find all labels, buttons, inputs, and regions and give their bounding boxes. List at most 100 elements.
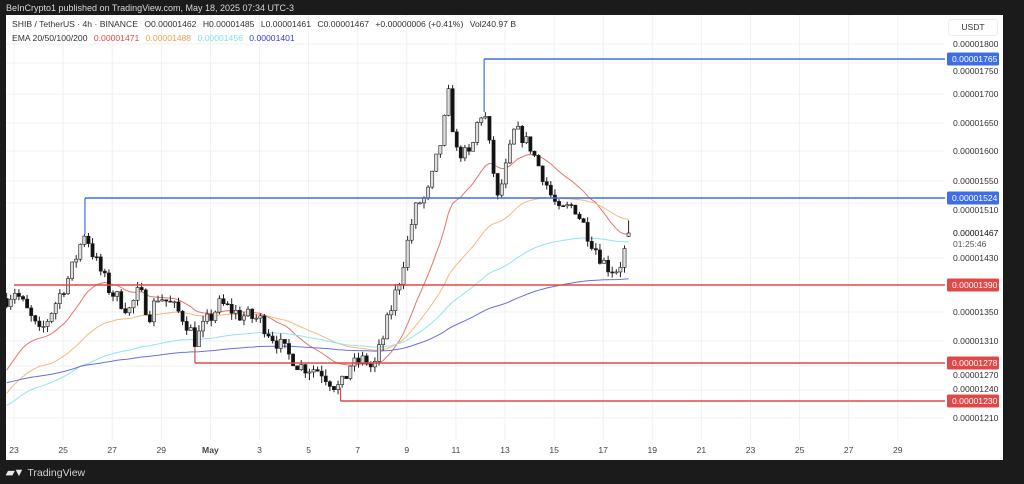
tradingview-logo-icon: ▰▼ <box>6 467 24 479</box>
brand-name: TradingView <box>27 467 86 479</box>
candle-body <box>532 150 537 156</box>
candle <box>593 243 598 255</box>
currency-button[interactable]: USDT <box>948 19 998 36</box>
candle-body <box>512 128 516 145</box>
level-price-tag <box>947 394 999 408</box>
candle <box>618 262 623 278</box>
symbol-title[interactable]: SHIB / TetherUS · 4h · BINANCE <box>12 19 138 29</box>
grid <box>6 15 945 440</box>
candle-body <box>74 258 79 263</box>
candle <box>540 165 545 186</box>
candle <box>152 298 156 327</box>
last-price-label: 0.00001467 <box>953 228 999 238</box>
candle <box>12 288 17 304</box>
time-axis-label: 25 <box>795 445 805 455</box>
candle <box>622 245 627 273</box>
candle-body <box>548 184 553 196</box>
candle <box>323 369 328 386</box>
candle <box>102 268 107 278</box>
candle <box>246 306 250 318</box>
candle-body <box>45 321 50 327</box>
candle-body <box>274 340 279 349</box>
time-axis-label: May <box>202 445 219 455</box>
candle-body <box>29 307 34 316</box>
ema50-value: 0.00001488 <box>145 33 192 43</box>
candle <box>409 219 414 244</box>
price-axis-label: 0.00001310 <box>953 336 999 346</box>
candle-body <box>70 261 75 279</box>
candle-body <box>618 267 623 273</box>
candle-body <box>98 256 103 272</box>
candle <box>614 269 619 275</box>
candle <box>188 324 193 331</box>
candle-body <box>53 303 58 314</box>
candle-body <box>409 224 414 241</box>
high-value: H0.00001485 <box>202 19 255 29</box>
level-resistance <box>483 58 945 113</box>
chart-legend: SHIB / TetherUS · 4h · BINANCE O0.000014… <box>12 17 520 45</box>
candle <box>295 365 300 371</box>
candle-body <box>287 343 291 355</box>
candle <box>139 282 144 292</box>
candle <box>434 153 439 172</box>
candle <box>156 295 160 303</box>
ema-label[interactable]: EMA 20/50/100/200 <box>12 33 88 43</box>
candle-body <box>463 147 467 159</box>
ema50-line <box>6 197 629 394</box>
price-axis-label: 0.00001510 <box>953 205 999 215</box>
level-price-tag-text: 0.00001524 <box>952 193 998 203</box>
candle <box>33 314 38 325</box>
candle <box>98 253 103 276</box>
candle-body <box>446 88 451 116</box>
candle-body <box>164 299 169 302</box>
candle <box>438 145 443 158</box>
candle-body <box>524 136 529 143</box>
candle <box>111 290 115 302</box>
candle <box>242 312 246 326</box>
candle-body <box>327 381 332 387</box>
price-axis-label: 0.00001600 <box>953 146 999 156</box>
candle-body <box>454 131 459 148</box>
candle <box>319 365 324 384</box>
candle-body <box>180 310 185 322</box>
candle-body <box>467 147 471 152</box>
candle <box>62 291 66 298</box>
candle-body <box>111 292 115 297</box>
candle <box>164 299 169 307</box>
candle-body <box>377 344 381 362</box>
candle <box>467 144 471 156</box>
candle-body <box>139 287 144 291</box>
candle <box>78 243 83 262</box>
price-axis-label: 0.00001800 <box>953 39 999 49</box>
time-axis-label: 15 <box>549 445 559 455</box>
candle-body <box>303 364 308 374</box>
candle <box>90 238 95 260</box>
candle-body <box>585 222 590 242</box>
candle <box>499 179 504 198</box>
candle <box>389 305 394 320</box>
candle <box>127 306 132 316</box>
candle-body <box>413 202 418 225</box>
candle <box>503 158 508 189</box>
candle-body <box>192 327 197 347</box>
candle-body <box>311 369 316 373</box>
candle <box>581 217 586 223</box>
candle <box>107 269 111 295</box>
change-value: +0.00000006 (+0.41%) <box>375 19 464 29</box>
candle <box>299 360 304 372</box>
time-axis-label: 11 <box>451 445 460 455</box>
candle <box>37 316 42 331</box>
candle <box>135 282 140 306</box>
candle-body <box>442 115 447 146</box>
candle-body <box>348 365 353 379</box>
candle-body <box>520 126 525 143</box>
candle-body <box>237 310 242 321</box>
candle <box>6 292 9 309</box>
candle-body <box>385 314 390 340</box>
candle-body <box>66 278 70 295</box>
candle-body <box>127 307 132 314</box>
candle <box>70 261 75 281</box>
close-value: C0.00001467 <box>317 19 369 29</box>
time-axis-label: 21 <box>697 445 707 455</box>
